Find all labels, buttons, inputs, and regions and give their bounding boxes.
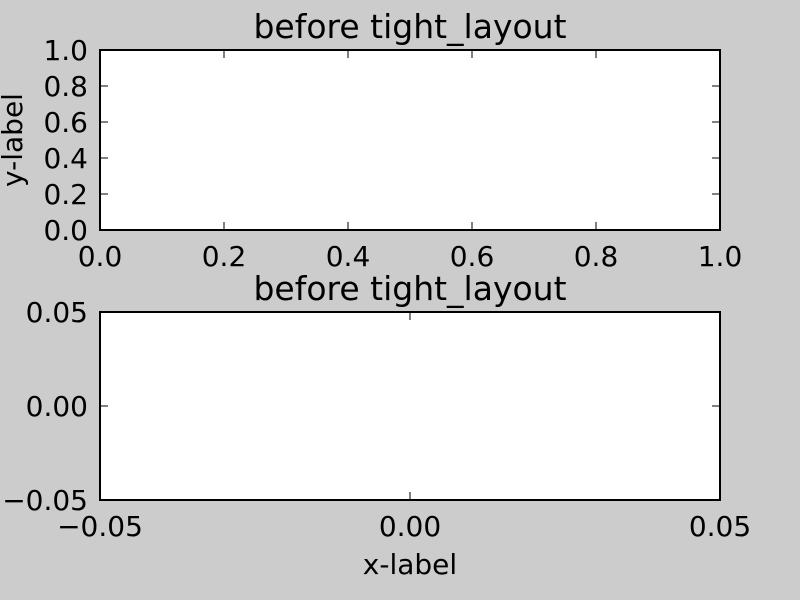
y-tick-label: 0.05 <box>26 296 88 329</box>
x-axis-label: x-label <box>363 548 457 581</box>
x-tick-label: 1.0 <box>698 240 743 273</box>
x-tick-label: 0.4 <box>326 240 371 273</box>
x-tick-label: 0.8 <box>574 240 619 273</box>
x-tick-label: 0.6 <box>450 240 495 273</box>
x-tick-label: 0.2 <box>202 240 247 273</box>
y-tick-label: 0.8 <box>43 70 88 103</box>
axes-background <box>100 50 720 230</box>
x-tick-label: −0.05 <box>57 510 143 543</box>
y-axis-label: y-label <box>0 93 29 187</box>
axes-title: before tight_layout <box>253 269 566 308</box>
y-tick-label: 0.00 <box>26 390 88 423</box>
axes-frame <box>99 49 721 231</box>
axes-background <box>100 312 720 500</box>
x-tick-label: 0.05 <box>689 510 751 543</box>
y-tick-label: 0.6 <box>43 106 88 139</box>
axes-frame <box>99 311 721 501</box>
y-tick-label: −0.05 <box>2 484 88 517</box>
y-tick-label: 0.2 <box>43 178 88 211</box>
axes-title: before tight_layout <box>253 7 566 46</box>
x-tick-label: 0.00 <box>379 510 441 543</box>
x-tick-label: 0.0 <box>78 240 123 273</box>
y-tick-label: 1.0 <box>43 34 88 67</box>
y-tick-label: 0.4 <box>43 142 88 175</box>
y-tick-label: 0.0 <box>43 214 88 247</box>
